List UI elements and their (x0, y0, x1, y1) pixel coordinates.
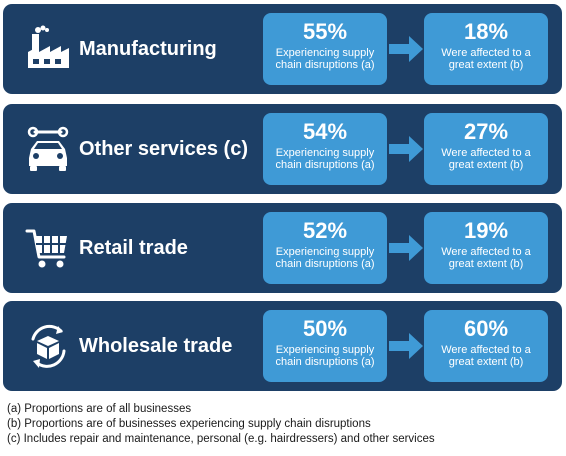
extent-box: 60% Were affected to a great extent (b) (424, 310, 548, 382)
disruption-percentage: 54% (302, 119, 348, 144)
extent-box: 18% Were affected to a great extent (b) (424, 13, 548, 85)
sector-panel-wholesale-trade: Wholesale trade 50% Experiencing supply … (3, 301, 562, 391)
disruption-description: Experiencing supply chain disruptions (a… (275, 344, 375, 368)
sector-name: Wholesale trade (79, 335, 233, 357)
extent-percentage: 27% (463, 119, 509, 144)
extent-description: Were affected to a great extent (b) (441, 47, 531, 71)
extent-description: Were affected to a great extent (b) (441, 344, 531, 368)
sector-panel-manufacturing: Manufacturing 55% Experiencing supply ch… (3, 4, 562, 94)
disruption-description: Experiencing supply chain disruptions (a… (275, 246, 375, 270)
disruption-description: Experiencing supply chain disruptions (a… (275, 147, 375, 171)
disruption-box: 52% Experiencing supply chain disruption… (263, 212, 387, 284)
disruption-percentage: 55% (302, 19, 348, 44)
factory-icon (23, 24, 73, 74)
extent-description: Were affected to a great extent (b) (441, 246, 531, 270)
arrow-right-icon (389, 136, 423, 162)
extent-percentage: 60% (463, 316, 509, 341)
car-wrench-icon (23, 124, 73, 174)
disruption-description: Experiencing supply chain disruptions (a… (275, 47, 375, 71)
disruption-percentage: 52% (302, 218, 348, 243)
arrow-right-icon (389, 36, 423, 62)
disruption-box: 50% Experiencing supply chain disruption… (263, 310, 387, 382)
footnote-a: (a) Proportions are of all businesses (7, 403, 192, 415)
extent-box: 27% Were affected to a great extent (b) (424, 113, 548, 185)
arrow-right-icon (389, 333, 423, 359)
extent-percentage: 18% (463, 19, 509, 44)
extent-percentage: 19% (463, 218, 509, 243)
disruption-box: 54% Experiencing supply chain disruption… (263, 113, 387, 185)
disruption-percentage: 50% (302, 316, 348, 341)
box-cycle-icon (23, 321, 73, 371)
sector-panel-retail-trade: Retail trade 52% Experiencing supply cha… (3, 203, 562, 293)
shopping-cart-icon (23, 223, 73, 273)
sector-name: Manufacturing (79, 38, 217, 60)
sector-panel-other-services: Other services (c) 54% Experiencing supp… (3, 104, 562, 194)
footnotes: (a) Proportions are of all businesses (b… (7, 402, 435, 447)
sector-name: Retail trade (79, 237, 188, 259)
footnote-b: (b) Proportions are of businesses experi… (7, 418, 371, 430)
footnote-c: (c) Includes repair and maintenance, per… (7, 433, 435, 445)
sector-name: Other services (c) (79, 138, 248, 160)
extent-description: Were affected to a great extent (b) (441, 147, 531, 171)
disruption-box: 55% Experiencing supply chain disruption… (263, 13, 387, 85)
extent-box: 19% Were affected to a great extent (b) (424, 212, 548, 284)
arrow-right-icon (389, 235, 423, 261)
